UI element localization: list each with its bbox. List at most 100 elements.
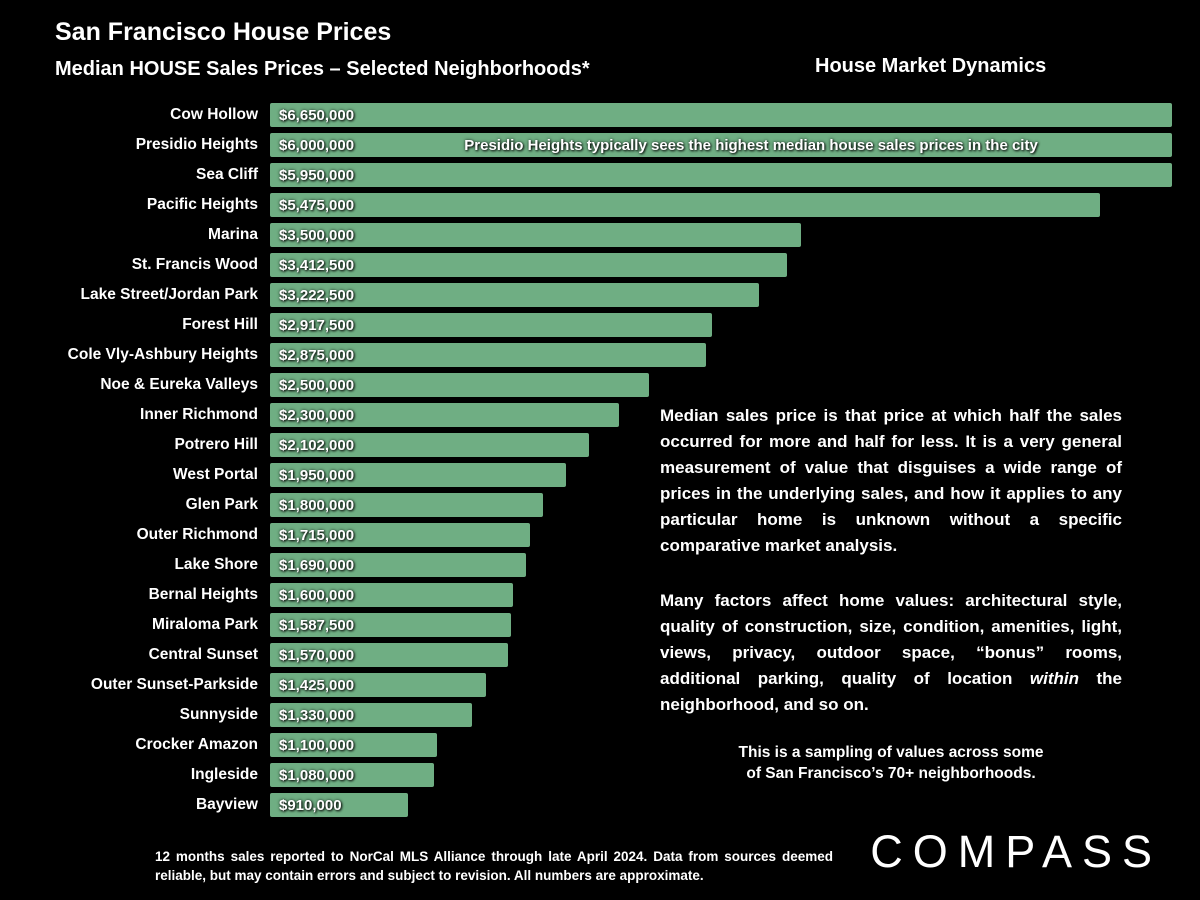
neighborhood-label: Bernal Heights [148, 586, 258, 603]
bar-row: Presidio Heights $6,000,000 Presidio Heigh… [40, 130, 1172, 160]
section-title-house-market-dynamics: House Market Dynamics [815, 55, 1047, 77]
bar-row: Cole Vly-Ashbury Heights $2,875,000 [40, 340, 1172, 370]
price-label: $5,475,000 [279, 196, 355, 214]
price-bar: $3,500,000 [270, 223, 801, 247]
neighborhood-label: Central Sunset [148, 646, 258, 663]
bar-row: West Portal $1,950,000 [40, 460, 1172, 490]
price-bar: $3,412,500 [270, 253, 788, 277]
price-label: $1,950,000 [279, 466, 355, 484]
price-label: $2,917,500 [279, 316, 355, 334]
neighborhood-label: Cow Hollow [170, 106, 258, 123]
price-bar: $2,300,000 [270, 403, 619, 427]
price-bar: $910,000 [270, 793, 408, 817]
bar-row: Miraloma Park $1,587,500 [40, 610, 1172, 640]
bar-row: St. Francis Wood $3,412,500 [40, 250, 1172, 280]
bar-track: $1,715,000 [270, 523, 1172, 547]
price-bar: $1,425,000 [270, 673, 487, 697]
bar-track: $1,425,000 [270, 673, 1172, 697]
bar-track: $1,570,000 [270, 643, 1172, 667]
page-subtitle: Median HOUSE Sales Prices – Selected Nei… [55, 58, 590, 80]
highest-price-annotation: Presidio Heights typically sees the high… [464, 136, 1038, 154]
price-bar: $1,100,000 [270, 733, 437, 757]
neighborhood-label: Potrero Hill [174, 436, 258, 453]
price-label: $6,000,000 [279, 136, 355, 154]
sampling-note: This is a sampling of values across some… [660, 742, 1122, 784]
bar-track: $1,600,000 [270, 583, 1172, 607]
bar-track: $1,330,000 [270, 703, 1172, 727]
factors-text-part2: the neighborhood, and so on. [660, 669, 1122, 714]
price-bar: $1,800,000 [270, 493, 543, 517]
neighborhood-label: Lake Shore [174, 556, 258, 573]
bar-track: $2,102,000 [270, 433, 1172, 457]
bar-track: $1,587,500 [270, 613, 1172, 637]
price-label: $2,500,000 [279, 376, 355, 394]
price-bar: $1,690,000 [270, 553, 527, 577]
neighborhood-label: Outer Sunset-Parkside [90, 676, 258, 693]
bar-track: $6,650,000 [270, 103, 1172, 127]
factors-italic-word: within [1029, 669, 1079, 688]
bar-track: $5,950,000 [270, 163, 1172, 187]
bar-track: $2,917,500 [270, 313, 1172, 337]
neighborhood-label: Ingleside [190, 766, 258, 783]
neighborhood-label: Outer Richmond [136, 526, 258, 543]
bar-track: $5,475,000 [270, 193, 1172, 217]
neighborhood-label: Noe & Eureka Valleys [100, 376, 258, 393]
bar-row: Glen Park $1,800,000 [40, 490, 1172, 520]
price-bar: $1,600,000 [270, 583, 513, 607]
neighborhood-label: Glen Park [185, 496, 258, 513]
price-label: $1,600,000 [279, 586, 355, 604]
neighborhood-label: Inner Richmond [140, 406, 258, 423]
neighborhood-label: St. Francis Wood [131, 256, 258, 273]
bar-track: $1,100,000 [270, 733, 1172, 757]
bar-row: Potrero Hill $2,102,000 [40, 430, 1172, 460]
bar-track: $2,875,000 [270, 343, 1172, 367]
neighborhood-label: Sea Cliff [195, 166, 258, 183]
bar-row: Noe & Eureka Valleys $2,500,000 [40, 370, 1172, 400]
footer-disclaimer: 12 months sales reported to NorCal MLS A… [155, 849, 833, 883]
price-label: $3,412,500 [279, 256, 355, 274]
bar-row: Bernal Heights $1,600,000 [40, 580, 1172, 610]
neighborhood-label: Lake Street/Jordan Park [80, 286, 258, 303]
price-label: $6,650,000 [279, 106, 355, 124]
bar-row: Lake Shore $1,690,000 [40, 550, 1172, 580]
price-label: $5,950,000 [279, 166, 355, 184]
price-label: $1,330,000 [279, 706, 355, 724]
price-bar: $1,715,000 [270, 523, 530, 547]
price-label: $1,587,500 [279, 616, 355, 634]
bar-track: $2,300,000 [270, 403, 1172, 427]
bar-row: Sea Cliff $5,950,000 [40, 160, 1172, 190]
bar-row: Lake Street/Jordan Park $3,222,500 [40, 280, 1172, 310]
price-label: $1,800,000 [279, 496, 355, 514]
price-bar: $2,500,000 [270, 373, 649, 397]
price-bar: $6,650,000 [270, 103, 1172, 127]
price-bar: $5,475,000 [270, 193, 1100, 217]
price-bar: $1,570,000 [270, 643, 508, 667]
median-price-explainer-paragraph: Median sales price is that price at whic… [660, 406, 1122, 555]
bar-row: Forest Hill $2,917,500 [40, 310, 1172, 340]
neighborhood-label: Bayview [195, 796, 258, 813]
neighborhood-label: West Portal [173, 466, 258, 483]
price-label: $1,715,000 [279, 526, 355, 544]
neighborhood-label: Marina [208, 226, 258, 243]
sampling-note-line2: of San Francisco’s 70+ neighborhoods. [746, 765, 1036, 782]
bar-row: Pacific Heights $5,475,000 [40, 190, 1172, 220]
price-label: $1,425,000 [279, 676, 355, 694]
sampling-note-line1: This is a sampling of values across some [738, 744, 1044, 761]
bar-row: Outer Richmond $1,715,000 [40, 520, 1172, 550]
bar-track: $910,000 [270, 793, 1172, 817]
bar-row: Marina $3,500,000 [40, 220, 1172, 250]
bar-track: $1,950,000 [270, 463, 1172, 487]
bar-row: Inner Richmond $2,300,000 [40, 400, 1172, 430]
bar-row: Sunnyside $1,330,000 [40, 700, 1172, 730]
price-bar: $2,917,500 [270, 313, 713, 337]
price-label: $1,690,000 [279, 556, 355, 574]
price-label: $1,100,000 [279, 736, 355, 754]
price-label: $1,570,000 [279, 646, 355, 664]
bar-chart: Cow Hollow $6,650,000 Presidio Heights $6,0… [40, 100, 1172, 820]
price-label: $2,875,000 [279, 346, 355, 364]
price-label: $3,222,500 [279, 286, 355, 304]
price-bar: $1,950,000 [270, 463, 566, 487]
bar-row: Crocker Amazon $1,100,000 [40, 730, 1172, 760]
page-title: San Francisco House Prices [55, 18, 392, 46]
neighborhood-label: Sunnyside [179, 706, 258, 723]
